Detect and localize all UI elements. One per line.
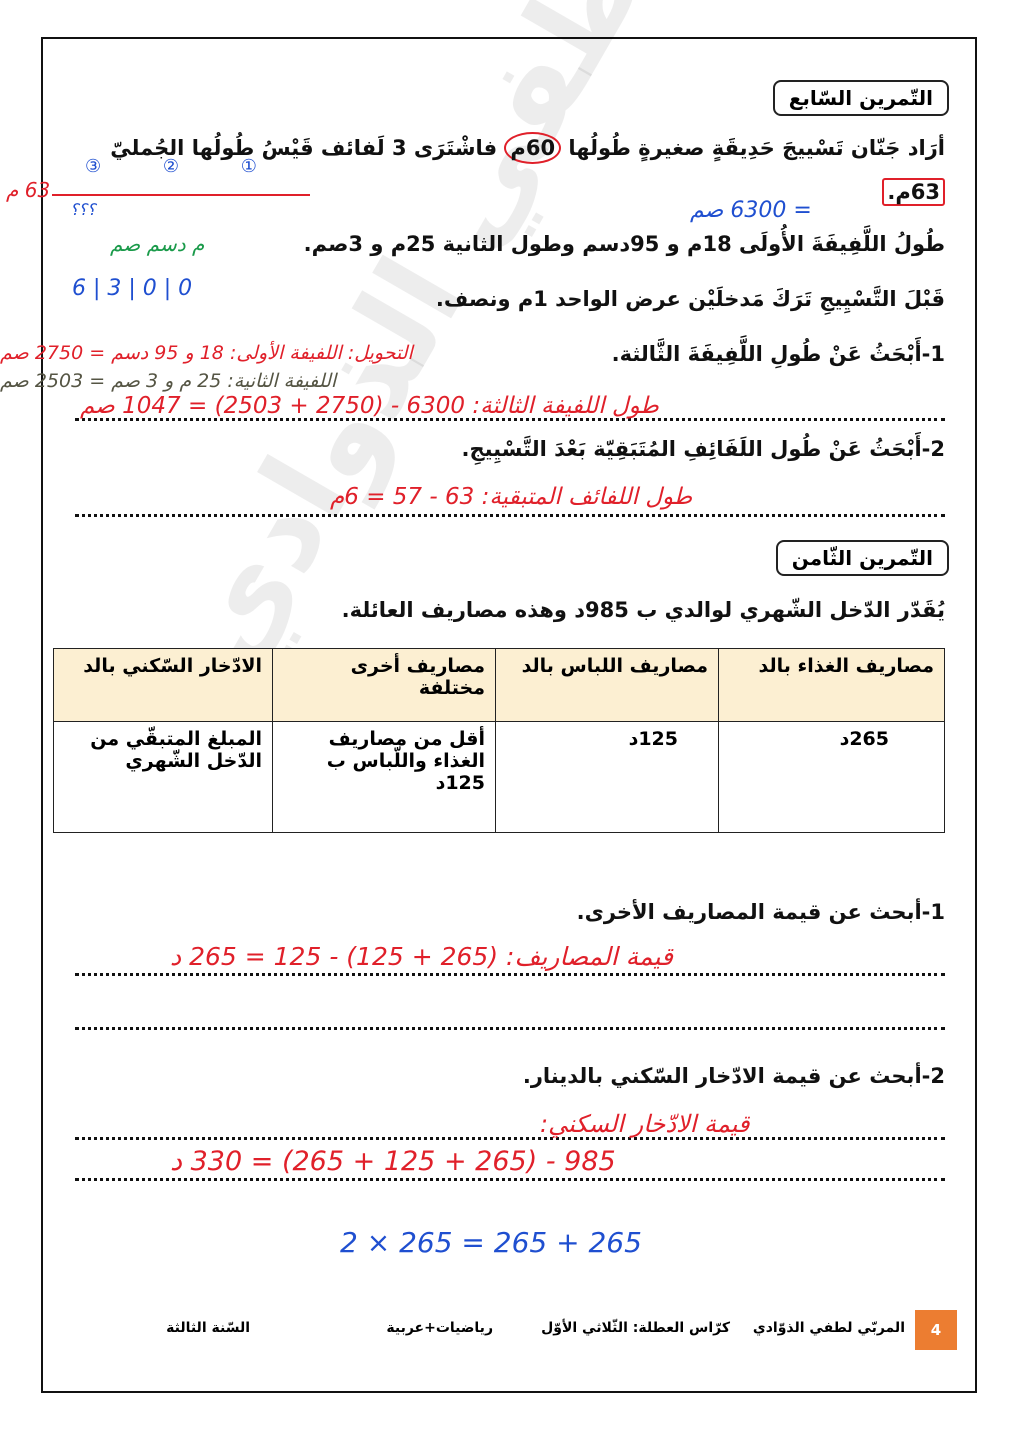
- footer-booklet: كرّاس العطلة: الثّلاثي الأوّل: [541, 1320, 730, 1336]
- answer-line: [75, 514, 945, 517]
- footer-teacher: المربّي لطفي الذوّادي: [752, 1320, 905, 1336]
- exercise8-intro: يُقَدّر الدّخل الشّهري لوالدي ب 985د وهذ…: [341, 598, 945, 622]
- handwriting: طول اللفيفة الثالثة: 6300 - (2750 + 2503…: [80, 393, 659, 419]
- handwriting: م دسم صم: [110, 232, 205, 256]
- header-food: مصاريف الغذاء بالد: [718, 648, 945, 722]
- handwriting: طول اللفائف المتبقية: 63 - 57 = 6م: [330, 484, 693, 510]
- handwriting: ③ ② ①: [85, 156, 285, 177]
- page-number: 4: [915, 1310, 957, 1350]
- exercise7-line1: أرَاد جَنّان تَسْييجَ حَدِيقَةٍ صغيرةٍ ط…: [110, 132, 945, 164]
- cell-other: أقل من مصاريف الغذاء واللّباس ب 125د: [272, 721, 496, 833]
- circled-length: 60م: [504, 132, 562, 164]
- text: أرَاد جَنّان تَسْييجَ حَدِيقَةٍ صغيرةٍ ط…: [561, 136, 945, 160]
- table-row: 265د 125د أقل من مصاريف الغذاء واللّباس …: [53, 721, 945, 833]
- exercise7-line4: قَبْلَ التَّسْيِيجِ تَرَكَ مَدخلَيْن عرض…: [435, 287, 945, 311]
- handwriting: قيمة المصاريف: (265 + 125) - 125 = 265 د: [170, 942, 673, 971]
- exercise8-q2: 2-أبحث عن قيمة الادّخار السّكني بالدينار…: [522, 1064, 945, 1088]
- handwriting: = 6300 صم: [690, 198, 812, 223]
- answer-line: [75, 1137, 945, 1140]
- exercise8-title: التّمرين الثّامن: [775, 540, 949, 576]
- handwriting: 63 م: [6, 178, 51, 202]
- answer-line: [75, 973, 945, 976]
- header-other: مصاريف أخرى مختلفة: [272, 648, 496, 722]
- exercise7-title: التّمرين السّابع: [772, 80, 949, 116]
- exercise7-q1: 1-أَبْحَثُ عَنْ طُولِ اللَّفِيفَةَ الثَّ…: [611, 342, 945, 366]
- number-line: [52, 194, 310, 196]
- cell-clothes: 125د: [495, 721, 719, 833]
- cell-savings: المبلغ المتبقّي من الدّخل الشّهري: [53, 721, 273, 833]
- handwriting: اللفيفة الثانية: 25 م و 3 صم = 2503 صم: [0, 370, 337, 392]
- footer-subjects: رياضيات+عربية: [386, 1320, 493, 1336]
- text: فاشْتَرَى 3 لَفائف قَيْسُ طُولُها الجُمل…: [110, 136, 505, 160]
- page-frame: [41, 37, 977, 1393]
- exercise7-q2: 2-أَبْحَثُ عَنْ طُول اللَفَائِفِ المُتَب…: [461, 437, 946, 461]
- boxed-total: 63م.: [882, 178, 945, 206]
- header-clothes: مصاريف اللباس بالد: [495, 648, 719, 722]
- handwriting: التحويل: اللفيفة الأولى: 18 و 95 دسم = 2…: [0, 342, 413, 364]
- handwriting: 985 - (265 + 125 + 265) = 330 د: [170, 1146, 616, 1177]
- handwriting: ؟؟؟: [70, 200, 96, 219]
- exercise7-line3: طُولُ اللَّفِيفَةَ الأُولَى 18م و 95دسم …: [303, 232, 945, 256]
- expenses-table: مصاريف الغذاء بالد مصاريف اللباس بالد مص…: [53, 648, 945, 833]
- answer-line: [75, 418, 945, 421]
- exercise8-q1: 1-أبحث عن قيمة المصاريف الأخرى.: [576, 900, 945, 924]
- handwriting: قيمة الادّخار السكني:: [540, 1110, 750, 1138]
- table-header-row: مصاريف الغذاء بالد مصاريف اللباس بالد مص…: [53, 648, 945, 722]
- answer-line: [75, 1027, 945, 1030]
- cell-food: 265د: [718, 721, 945, 833]
- answer-line: [75, 1178, 945, 1181]
- footer-grade: السّنة الثالثة: [166, 1320, 250, 1336]
- header-savings: الادّخار السّكني بالد: [53, 648, 273, 722]
- handwriting: 2 × 265 = 265 + 265: [340, 1226, 642, 1259]
- handwriting: 6 | 3 | 0 | 0: [72, 276, 193, 301]
- exercise7-line2: 63م.: [882, 178, 945, 206]
